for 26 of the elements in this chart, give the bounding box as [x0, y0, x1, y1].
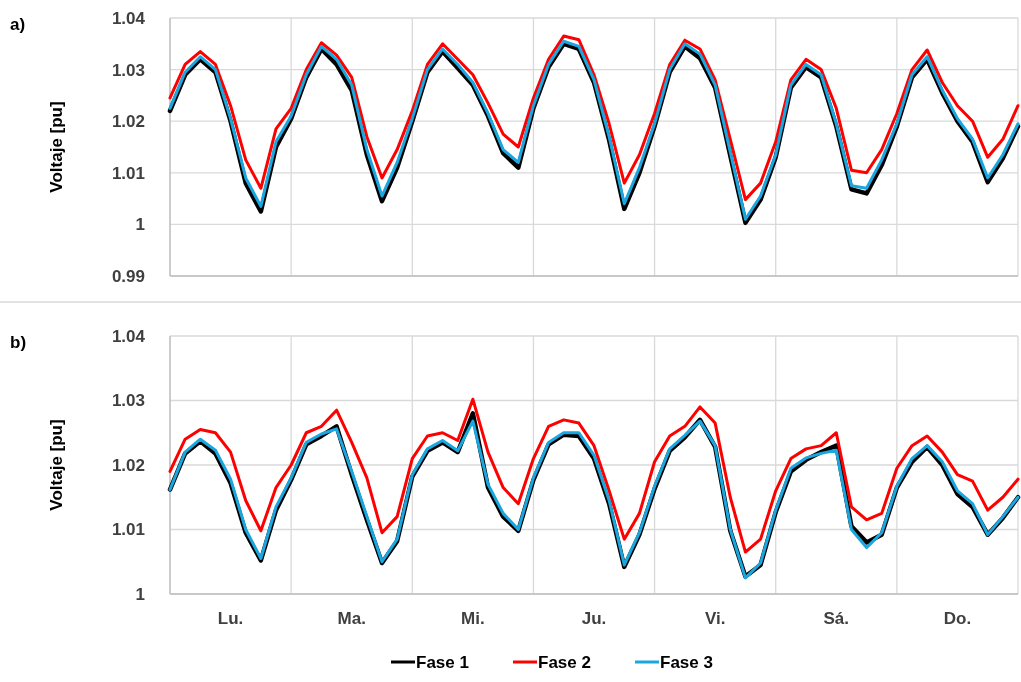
- y-tick-label: 1.02: [111, 455, 145, 475]
- y-tick-label: 1.04: [111, 326, 146, 346]
- legend-label: Fase 3: [660, 652, 713, 672]
- x-tick-label: Do.: [943, 609, 972, 628]
- y-axis-title: Voltaje [pu]: [47, 101, 66, 193]
- y-tick-label: 1: [135, 215, 145, 235]
- x-tick-label: Ju.: [581, 609, 607, 628]
- text: b): [10, 333, 27, 352]
- x-tick-label: Ma.: [337, 609, 366, 628]
- y-tick-label: 0.99: [111, 266, 145, 286]
- y-tick-label: 1.01: [111, 520, 145, 540]
- y-tick-label: 1.03: [111, 391, 145, 411]
- y-tick-label: 1: [135, 584, 145, 604]
- y-axis-title: Voltaje [pu]: [47, 419, 66, 511]
- x-tick-label: Sá.: [823, 609, 850, 628]
- y-tick-label: 1.02: [111, 112, 145, 132]
- x-tick-label: Vi.: [704, 609, 726, 628]
- x-tick-label: Lu.: [217, 609, 244, 628]
- x-tick-label: Mi.: [461, 609, 485, 628]
- line-series: [168, 397, 1020, 554]
- y-tick-label: 1.01: [111, 163, 145, 183]
- text: a): [10, 15, 26, 34]
- legend-label: Fase 1: [416, 652, 469, 672]
- y-tick-label: 1.03: [111, 60, 145, 80]
- legend-label: Fase 2: [538, 652, 591, 672]
- y-tick-label: 1.04: [111, 8, 146, 28]
